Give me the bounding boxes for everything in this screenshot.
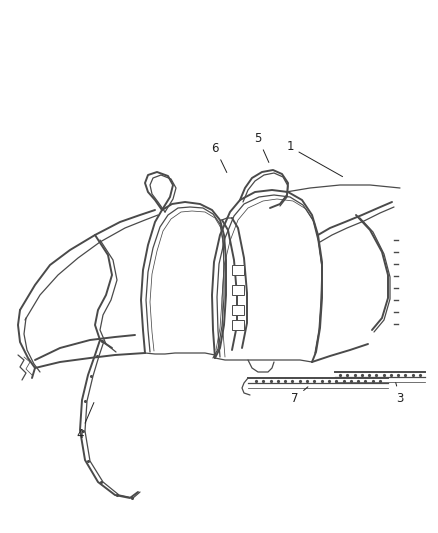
Bar	[232, 320, 244, 330]
Text: 4: 4	[76, 402, 94, 441]
Text: 3: 3	[396, 383, 404, 405]
Bar	[232, 265, 244, 275]
Text: 1: 1	[286, 141, 343, 176]
Text: 6: 6	[211, 141, 227, 173]
Bar	[232, 285, 244, 295]
Bar	[232, 305, 244, 315]
Text: 7: 7	[291, 387, 308, 405]
Text: 5: 5	[254, 132, 269, 163]
